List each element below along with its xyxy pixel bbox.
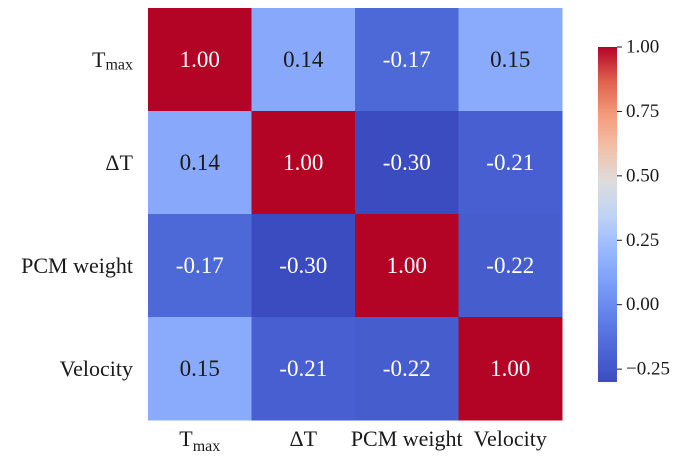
heatmap-cell — [355, 317, 459, 421]
heatmap-cells: 1.00 0.14 -0.17 0.15 0.14 1.00 -0.30 -0.21 -0.17… — [148, 8, 563, 421]
colorbar-tick-label: 1.00 — [626, 37, 659, 58]
heatmap-cell — [148, 214, 252, 318]
heatmap-cell — [355, 111, 459, 215]
column-label: Tmax — [179, 426, 220, 455]
row-label: ΔT — [105, 150, 133, 175]
colorbar-tick-label: 0.50 — [626, 165, 659, 186]
heatmap-cell — [251, 214, 356, 318]
cell-value-label: -0.30 — [279, 253, 327, 278]
column-label: Velocity — [474, 426, 547, 451]
row-label: Velocity — [60, 356, 133, 381]
cell-value-label: -0.30 — [383, 150, 431, 175]
heatmap-cell — [355, 8, 459, 112]
cell-value-label: 1.00 — [283, 150, 323, 175]
colorbar-tick-label: 0.25 — [626, 230, 659, 251]
cell-value-label: 1.00 — [180, 47, 220, 72]
cell-value-label: 0.14 — [180, 150, 221, 175]
heatmap-cell — [458, 8, 563, 112]
heatmap-cell — [148, 8, 252, 112]
cell-value-label: -0.21 — [279, 356, 327, 381]
colorbar: 1.00 0.75 0.50 0.25 0.00 −0.25 — [598, 37, 670, 382]
cell-value-label: 0.14 — [283, 47, 324, 72]
heatmap-cell — [148, 317, 252, 421]
heatmap-cell — [458, 111, 563, 215]
colorbar-tick-label: −0.25 — [626, 359, 670, 380]
cell-value-label: 1.00 — [490, 356, 530, 381]
colorbar-tick-label: 0.75 — [626, 101, 659, 122]
cell-value-label: -0.21 — [486, 150, 534, 175]
heatmap-cell — [355, 214, 459, 318]
heatmap-cell — [251, 111, 356, 215]
cell-value-label: -0.22 — [383, 356, 431, 381]
cell-value-label: 1.00 — [387, 253, 427, 278]
row-label: Tmax — [92, 47, 133, 73]
row-label: PCM weight — [21, 253, 133, 278]
colorbar-gradient — [598, 47, 617, 382]
column-label: PCM weight — [351, 426, 463, 451]
column-labels: Tmax ΔT PCM weight Velocity — [179, 426, 547, 455]
heatmap-cell — [251, 317, 356, 421]
heatmap-cell — [458, 214, 563, 318]
heatmap-cell — [458, 317, 563, 421]
cell-value-label: -0.17 — [383, 47, 431, 72]
heatmap-cell — [251, 8, 356, 112]
cell-value-label: 0.15 — [490, 47, 530, 72]
heatmap-cell — [148, 111, 252, 215]
cell-value-label: -0.22 — [486, 253, 534, 278]
column-label: ΔT — [289, 426, 317, 451]
row-labels: Tmax ΔT PCM weight Velocity — [21, 47, 133, 381]
cell-value-label: -0.17 — [176, 253, 224, 278]
colorbar-tick-label: 0.00 — [626, 294, 659, 315]
cell-value-label: 0.15 — [180, 356, 220, 381]
